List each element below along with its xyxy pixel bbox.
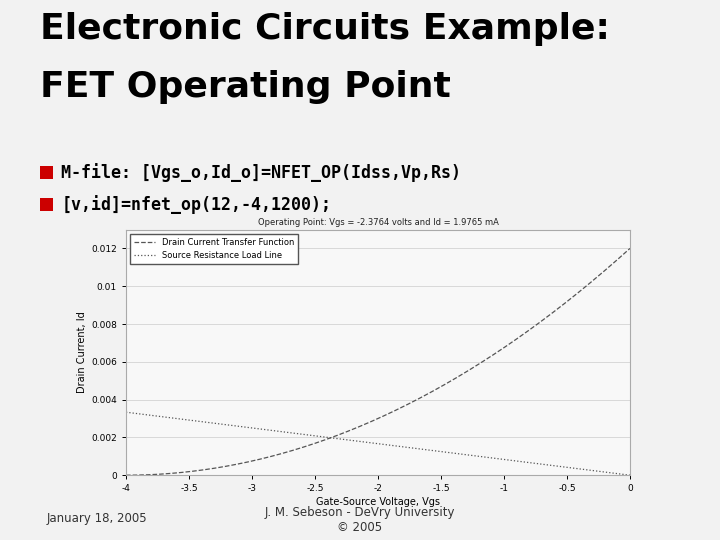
FancyBboxPatch shape: [40, 198, 53, 211]
Drain Current Transfer Function: [626, 245, 634, 252]
X-axis label: Gate-Source Voltage, Vgs: Gate-Source Voltage, Vgs: [316, 497, 440, 508]
Source Resistance Load Line: [613, 470, 622, 477]
Source Resistance Load Line: [122, 409, 130, 415]
Drain Current Transfer Function: [364, 420, 373, 426]
Legend: Drain Current Transfer Function, Source Resistance Load Line: Drain Current Transfer Function, Source …: [130, 234, 298, 264]
Title: Operating Point: Vgs = -2.3764 volts and Id = 1.9765 mA: Operating Point: Vgs = -2.3764 volts and…: [258, 218, 498, 227]
Source Resistance Load Line: [626, 472, 634, 478]
Text: J. M. Sebeson - DeVry University
© 2005: J. M. Sebeson - DeVry University © 2005: [265, 507, 455, 534]
Drain Current Transfer Function: [613, 256, 622, 262]
Drain Current Transfer Function: [122, 472, 130, 478]
Source Resistance Load Line: [535, 461, 544, 467]
Source Resistance Load Line: [364, 439, 373, 446]
Text: Electronic Circuits Example:: Electronic Circuits Example:: [40, 12, 609, 46]
Line: Source Resistance Load Line: Source Resistance Load Line: [126, 412, 630, 475]
Line: Drain Current Transfer Function: Drain Current Transfer Function: [126, 248, 630, 475]
Text: January 18, 2005: January 18, 2005: [47, 512, 148, 525]
Source Resistance Load Line: [422, 447, 431, 453]
Drain Current Transfer Function: [361, 421, 369, 427]
Source Resistance Load Line: [361, 439, 369, 446]
Text: M-file: [Vgs_o,Id_o]=NFET_OP(Idss,Vp,Rs): M-file: [Vgs_o,Id_o]=NFET_OP(Idss,Vp,Rs): [61, 163, 462, 181]
Drain Current Transfer Function: [535, 320, 544, 326]
Source Resistance Load Line: [395, 443, 403, 449]
FancyBboxPatch shape: [40, 166, 53, 179]
Drain Current Transfer Function: [395, 406, 403, 412]
Text: FET Operating Point: FET Operating Point: [40, 70, 451, 104]
Y-axis label: Drain Current, Id: Drain Current, Id: [77, 312, 87, 393]
Text: [v,id]=nfet_op(12,-4,1200);: [v,id]=nfet_op(12,-4,1200);: [61, 195, 331, 214]
Drain Current Transfer Function: [422, 392, 431, 398]
